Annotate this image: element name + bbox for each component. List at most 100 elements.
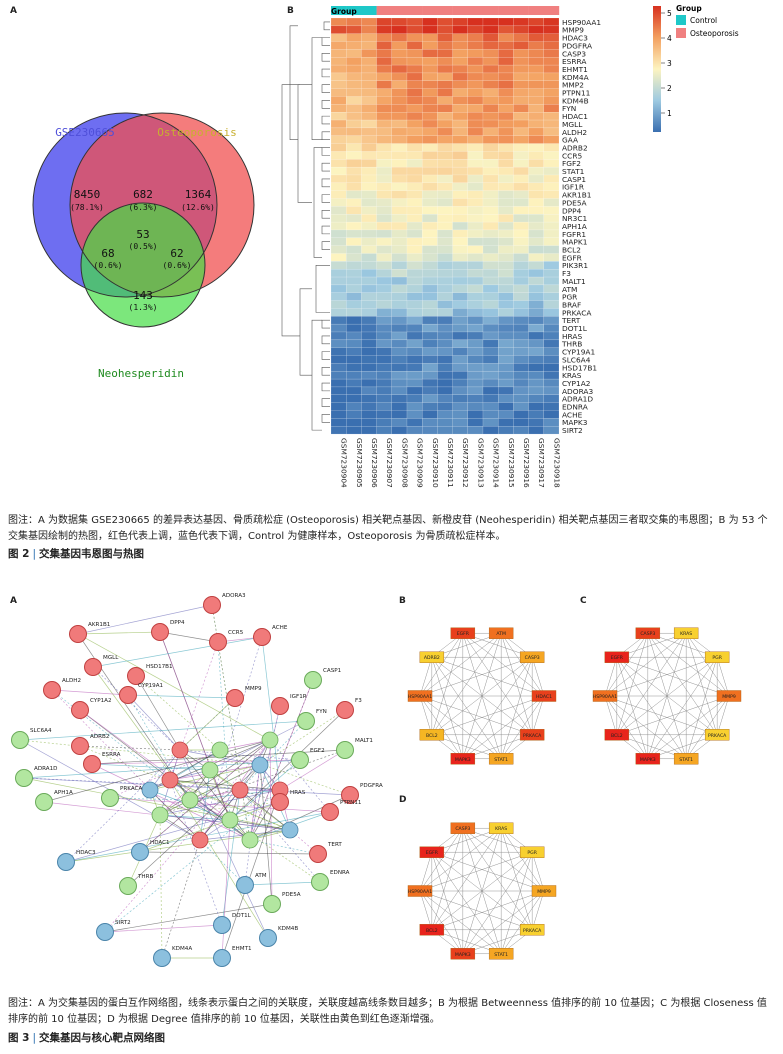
degree-edge bbox=[431, 851, 545, 892]
heatmap-cell bbox=[406, 198, 423, 207]
heatmap-cell bbox=[361, 237, 377, 246]
ppi-node-label: HRAS bbox=[290, 790, 306, 796]
heatmap-cell bbox=[437, 206, 453, 215]
heatmap-cell bbox=[482, 135, 499, 144]
sample-label: GSM7230911 bbox=[446, 438, 455, 488]
heatmap-cell bbox=[406, 143, 423, 152]
degree-edge bbox=[462, 890, 545, 954]
gene-label: EGFR bbox=[562, 253, 582, 262]
heatmap-cell bbox=[497, 17, 514, 27]
ppi-edge bbox=[51, 689, 201, 841]
heatmap-cell bbox=[345, 151, 362, 160]
heatmap-cell bbox=[330, 198, 347, 207]
heatmap-cell bbox=[406, 386, 423, 396]
fig2-title-text: 交集基因韦恩图与热图 bbox=[39, 548, 145, 560]
ppi-node-label: DPP4 bbox=[170, 620, 185, 626]
heatmap-cell bbox=[345, 174, 362, 184]
ppi-edge bbox=[229, 759, 301, 821]
gene-label: EHMT1 bbox=[562, 65, 588, 74]
ppi-edge bbox=[65, 749, 181, 863]
heatmap-cell bbox=[467, 198, 484, 207]
ppi-node bbox=[203, 596, 221, 614]
closeness-edge bbox=[616, 633, 649, 735]
gene-label: GAA bbox=[562, 136, 578, 145]
heatmap-cell bbox=[452, 182, 469, 191]
gene-label: APH1A bbox=[562, 222, 587, 231]
ppi-edge bbox=[23, 777, 351, 796]
heatmap-cell bbox=[345, 386, 362, 396]
heatmap-cell bbox=[452, 253, 469, 262]
heatmap-cell bbox=[330, 80, 347, 89]
heatmap-cell bbox=[361, 190, 377, 199]
heatmap-cell bbox=[406, 64, 423, 74]
heatmap-cell bbox=[421, 214, 438, 223]
heatmap-cell bbox=[513, 57, 529, 66]
fig2-panel-b-label: B bbox=[287, 6, 294, 16]
heatmap-cell bbox=[528, 261, 545, 270]
heatmap-cell bbox=[330, 418, 347, 427]
heatmap-cell bbox=[421, 127, 438, 136]
heatmap-cell bbox=[376, 151, 392, 160]
heatmap-cell bbox=[391, 166, 408, 176]
heatmap-cell bbox=[391, 182, 408, 191]
venn-bc-count: 62 bbox=[170, 247, 183, 260]
heatmap-cell bbox=[452, 292, 469, 301]
heatmap-cell bbox=[345, 214, 362, 223]
gene-label: MAPK3 bbox=[562, 418, 588, 427]
heatmap-cell bbox=[497, 190, 514, 199]
heatmap-cell bbox=[467, 25, 484, 34]
heatmap-cell bbox=[482, 206, 499, 215]
closeness-node bbox=[716, 690, 742, 702]
degree-node-label: PRKACA bbox=[523, 928, 542, 934]
degree-edge bbox=[531, 890, 545, 930]
degree-node bbox=[450, 948, 476, 960]
heatmap-cell bbox=[361, 135, 377, 144]
heatmap-cell bbox=[482, 323, 499, 333]
heatmap-cell bbox=[330, 182, 347, 191]
heatmap-cell bbox=[528, 386, 545, 396]
heatmap-cell bbox=[482, 221, 499, 231]
heatmap-cell bbox=[406, 237, 423, 246]
ppi-node-label: PDGFRA bbox=[360, 783, 383, 789]
heatmap-cell bbox=[497, 410, 514, 419]
heatmap-cell bbox=[482, 25, 499, 34]
heatmap-cell bbox=[528, 378, 545, 388]
gene-label: MGLL bbox=[562, 120, 583, 129]
group-bar-cell bbox=[376, 6, 392, 15]
heatmap-cell bbox=[330, 96, 347, 105]
heatmap-cell bbox=[543, 33, 560, 42]
ppi-node-label: EGF2 bbox=[310, 748, 325, 754]
gene-label: ACHE bbox=[562, 410, 583, 419]
closeness-edge bbox=[616, 656, 730, 697]
heatmap-cell bbox=[421, 308, 438, 317]
heatmap-cell bbox=[330, 41, 347, 50]
heatmap-cell bbox=[452, 347, 469, 356]
heatmap-cell bbox=[467, 292, 484, 301]
heatmap-cell bbox=[345, 33, 362, 42]
ppi-node-label: DOT1L bbox=[232, 913, 252, 919]
heatmap-cell bbox=[376, 363, 392, 372]
degree-edge bbox=[419, 828, 464, 892]
heatmap-cell bbox=[467, 49, 484, 58]
heatmap-cell bbox=[391, 331, 408, 341]
color-scale-tick: 1 bbox=[667, 109, 672, 118]
heatmap-cell bbox=[421, 25, 438, 34]
heatmap-cell bbox=[391, 402, 408, 411]
heatmap-cell bbox=[543, 96, 560, 105]
ppi-node-label: EDNRA bbox=[330, 870, 350, 876]
heatmap-cell bbox=[482, 64, 499, 74]
gene-label: CYP1A2 bbox=[562, 379, 590, 388]
heatmap-cell bbox=[528, 308, 545, 317]
heatmap-cell bbox=[376, 245, 392, 254]
heatmap-cell bbox=[497, 49, 514, 58]
heatmap-cell bbox=[345, 159, 362, 168]
ppi-node-label: FYN bbox=[316, 709, 327, 715]
heatmap-cell bbox=[452, 394, 469, 403]
heatmap-cell bbox=[497, 174, 514, 184]
heatmap-cell bbox=[497, 182, 514, 191]
heatmap-cell bbox=[330, 394, 347, 403]
closeness-node bbox=[604, 729, 630, 741]
heatmap-cell bbox=[497, 292, 514, 301]
heatmap-cell bbox=[497, 394, 514, 403]
heatmap-cell bbox=[376, 111, 392, 121]
